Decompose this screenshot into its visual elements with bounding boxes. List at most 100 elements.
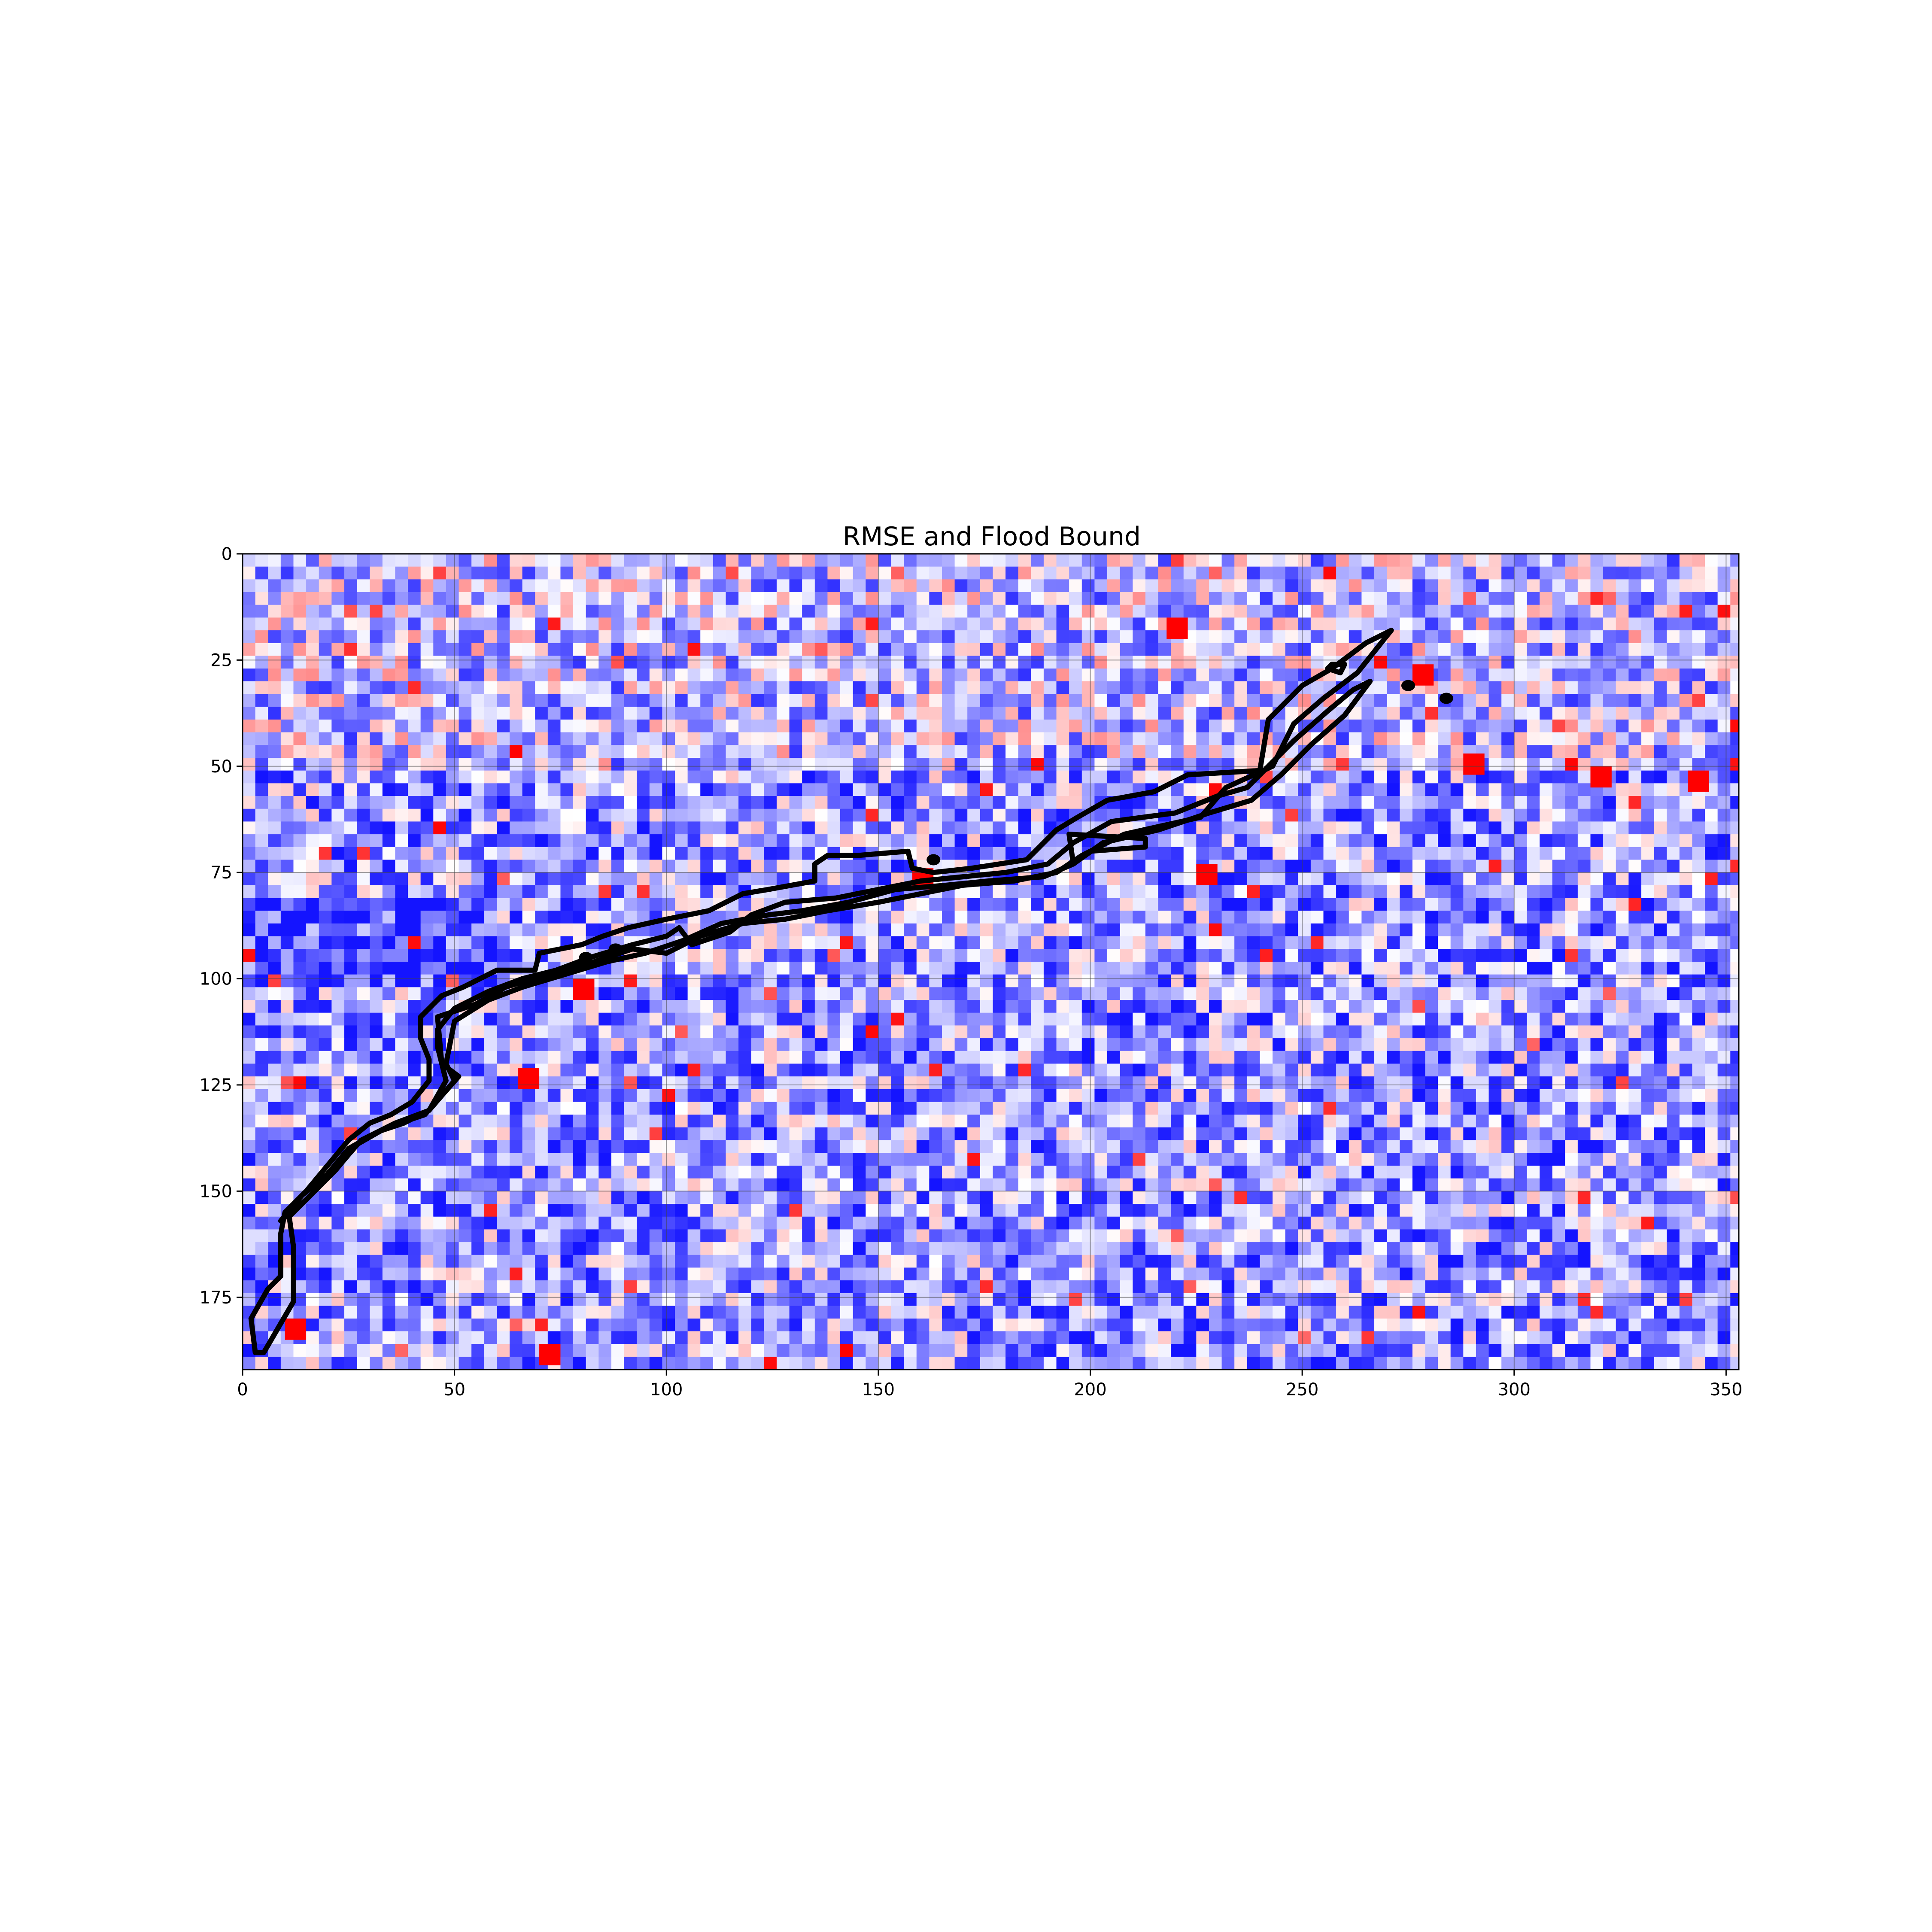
heatmap-cell: [255, 707, 268, 720]
heatmap-cell: [649, 1076, 662, 1090]
heatmap-cell: [280, 566, 294, 580]
heatmap-cell: [687, 579, 701, 592]
heatmap-cell: [942, 656, 955, 669]
heatmap-cell: [1565, 821, 1578, 835]
heatmap-cell: [547, 923, 561, 937]
heatmap-cell: [433, 821, 447, 835]
heatmap-cell: [1667, 872, 1680, 886]
heatmap-cell: [1400, 719, 1413, 733]
heatmap-cell: [1450, 885, 1464, 899]
heatmap-cell: [1285, 1051, 1298, 1064]
heatmap-cell: [1425, 923, 1438, 937]
heatmap-cell: [586, 783, 599, 796]
heatmap-cell: [1094, 936, 1108, 949]
heatmap-cell: [522, 1038, 535, 1051]
heatmap-cell: [674, 872, 688, 886]
heatmap-cell: [268, 617, 281, 631]
heatmap-cell: [255, 1089, 268, 1103]
heatmap-cell: [1565, 745, 1578, 758]
heatmap-cell: [598, 834, 612, 848]
heatmap-cell: [1209, 834, 1222, 848]
heatmap-cell: [866, 630, 879, 644]
heatmap-cell: [751, 872, 764, 886]
heatmap-cell: [535, 681, 548, 695]
heatmap-cell: [586, 579, 599, 592]
heatmap-cell: [1565, 694, 1578, 707]
heatmap-cell: [1018, 630, 1031, 644]
heatmap-cell: [1158, 898, 1171, 911]
heatmap-cell: [1603, 962, 1616, 975]
heatmap-cell: [967, 605, 981, 618]
heatmap-cell: [420, 885, 434, 899]
heatmap-cell: [280, 592, 294, 605]
heatmap-cell: [1527, 821, 1540, 835]
heatmap-cell: [1285, 630, 1298, 644]
heatmap-cell: [1081, 1025, 1095, 1039]
heatmap-cell: [980, 1051, 993, 1064]
heatmap-cell: [446, 911, 459, 924]
heatmap-cell: [738, 834, 752, 848]
heatmap-cell: [1298, 847, 1311, 860]
heatmap-cell: [547, 885, 561, 899]
heatmap-cell: [1412, 605, 1426, 618]
heatmap-cell: [980, 962, 993, 975]
heatmap-cell: [637, 770, 650, 784]
heatmap-cell: [535, 605, 548, 618]
heatmap-cell: [967, 719, 981, 733]
heatmap-cell: [649, 579, 662, 592]
heatmap-cell: [331, 1076, 345, 1090]
heatmap-cell: [1196, 719, 1209, 733]
heatmap-cell: [1692, 987, 1705, 1000]
heatmap-cell: [255, 821, 268, 835]
heatmap-cell: [1158, 566, 1171, 580]
heatmap-cell: [1031, 592, 1044, 605]
heatmap-cell: [942, 592, 955, 605]
heatmap-cell: [649, 554, 662, 567]
heatmap-cell: [1552, 974, 1565, 987]
heatmap-cell: [1234, 1051, 1248, 1064]
heatmap-cell: [420, 872, 434, 886]
heatmap-cell: [306, 719, 319, 733]
heatmap-cell: [522, 694, 535, 707]
heatmap-cell: [853, 1063, 866, 1077]
heatmap-cell: [446, 694, 459, 707]
heatmap-cell: [662, 1089, 675, 1103]
heatmap-cell: [331, 936, 345, 949]
heatmap-cell: [751, 617, 764, 631]
heatmap-cell: [395, 643, 408, 656]
heatmap-cell: [1539, 898, 1553, 911]
heatmap-cell: [1730, 668, 1739, 682]
heatmap-cell: [1018, 1038, 1031, 1051]
heatmap-cell: [929, 911, 942, 924]
heatmap-cell: [929, 1038, 942, 1051]
heatmap-cell: [1323, 758, 1337, 771]
heatmap-cell: [637, 592, 650, 605]
heatmap-cell: [1349, 847, 1362, 860]
heatmap-cell: [1628, 783, 1642, 796]
heatmap-cell: [891, 1000, 904, 1013]
heatmap-cell: [1539, 668, 1553, 682]
heatmap-cell: [1679, 694, 1693, 707]
heatmap-cell: [891, 592, 904, 605]
heatmap-cell: [916, 656, 930, 669]
heatmap-cell: [573, 554, 586, 567]
heatmap-cell: [1234, 949, 1248, 962]
heatmap-cell: [674, 949, 688, 962]
heatmap-cell: [1667, 1025, 1680, 1039]
heatmap-cell: [1273, 1038, 1286, 1051]
heatmap-cell: [726, 694, 739, 707]
heatmap-cell: [1438, 554, 1451, 567]
heatmap-cell: [560, 860, 574, 873]
heatmap-cell: [993, 770, 1006, 784]
heatmap-cell: [1527, 681, 1540, 695]
heatmap-cell: [1628, 898, 1642, 911]
heatmap-cell: [446, 554, 459, 567]
heatmap-cell: [370, 808, 383, 822]
heatmap-cell: [560, 923, 574, 937]
heatmap-cell: [637, 707, 650, 720]
heatmap-cell: [637, 681, 650, 695]
heatmap-cell: [243, 962, 256, 975]
heatmap-cell: [1133, 987, 1146, 1000]
heatmap-cell: [1133, 911, 1146, 924]
heatmap-cell: [1221, 681, 1235, 695]
